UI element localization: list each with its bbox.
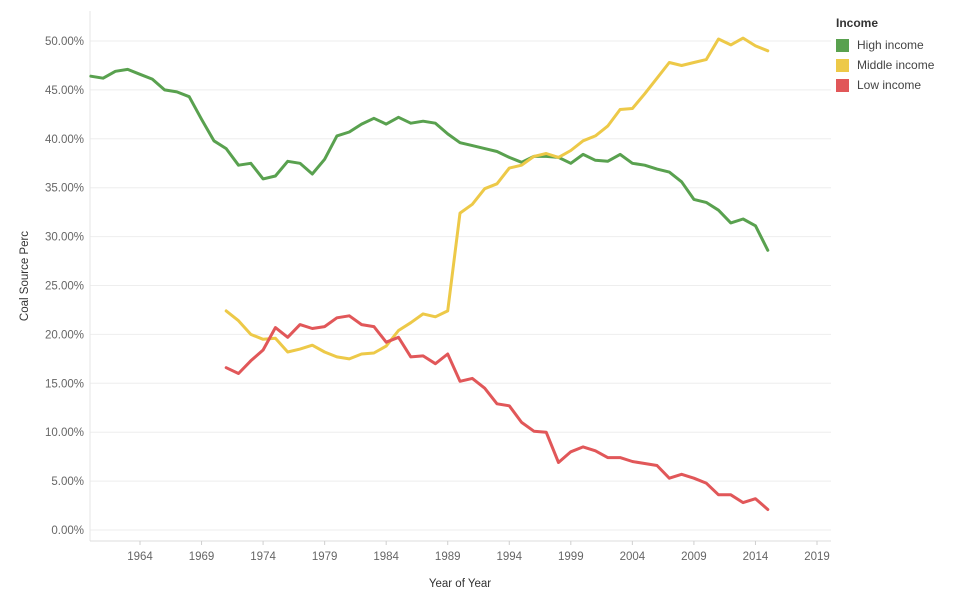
x-tick-label: 1974: [250, 551, 276, 563]
x-tick-label: 1964: [127, 551, 153, 563]
legend-swatch: [836, 78, 849, 92]
y-tick-label: 20.00%: [45, 329, 84, 341]
gridlines: [90, 40, 831, 531]
legend-title: Income: [836, 16, 879, 30]
legend-label: Low income: [857, 78, 922, 92]
x-tick-label: 2014: [743, 551, 769, 563]
x-tick-label: 2004: [620, 551, 646, 563]
y-tick-label: 35.00%: [45, 183, 84, 195]
x-tick-label: 1984: [373, 551, 399, 563]
x-tick-label: 2019: [804, 551, 830, 563]
x-tick-label: 1979: [312, 551, 338, 563]
x-tick-label: 1969: [189, 551, 215, 563]
legend-item-low-income[interactable]: Low income: [836, 75, 934, 95]
y-tick-label: 0.00%: [51, 525, 84, 537]
x-tick-label: 1989: [435, 551, 461, 563]
x-axis-ticks: 1964 1969 1974 1979 1984 1989 1994 1999 2004 2009…: [127, 541, 830, 563]
y-tick-label: 25.00%: [45, 281, 84, 293]
y-tick-label: 10.00%: [45, 427, 84, 439]
legend-items: High income Middle income Low income: [836, 35, 934, 95]
legend-item-middle-income[interactable]: Middle income: [836, 55, 934, 75]
series-line-middle-income: [224, 36, 770, 361]
legend-label: Middle income: [857, 58, 935, 72]
x-tick-label: 1999: [558, 551, 584, 563]
x-tick-label: 1994: [496, 551, 522, 563]
y-tick-label: 40.00%: [45, 134, 84, 146]
y-tick-label: 30.00%: [45, 232, 84, 244]
y-axis-title: Coal Source Perc: [19, 231, 31, 321]
legend-label: High income: [857, 38, 924, 52]
series-line-high-income: [89, 67, 770, 252]
y-axis-ticks: 0.00% 5.00% 10.00% 15.00% 20.00% 25.00% 30.00%…: [45, 36, 84, 537]
legend-swatch: [836, 58, 849, 72]
y-tick-label: 5.00%: [51, 476, 84, 488]
y-tick-label: 15.00%: [45, 378, 84, 390]
legend: Income High income Middle income Low incom…: [836, 16, 934, 95]
y-tick-label: 50.00%: [45, 36, 84, 48]
legend-item-high-income[interactable]: High income: [836, 35, 934, 55]
legend-swatch: [836, 38, 849, 52]
x-axis-title: Year of Year: [429, 578, 491, 590]
series-layer: [89, 36, 770, 511]
y-tick-label: 45.00%: [45, 85, 84, 97]
x-tick-label: 2009: [681, 551, 707, 563]
series-line-low-income: [224, 314, 770, 511]
